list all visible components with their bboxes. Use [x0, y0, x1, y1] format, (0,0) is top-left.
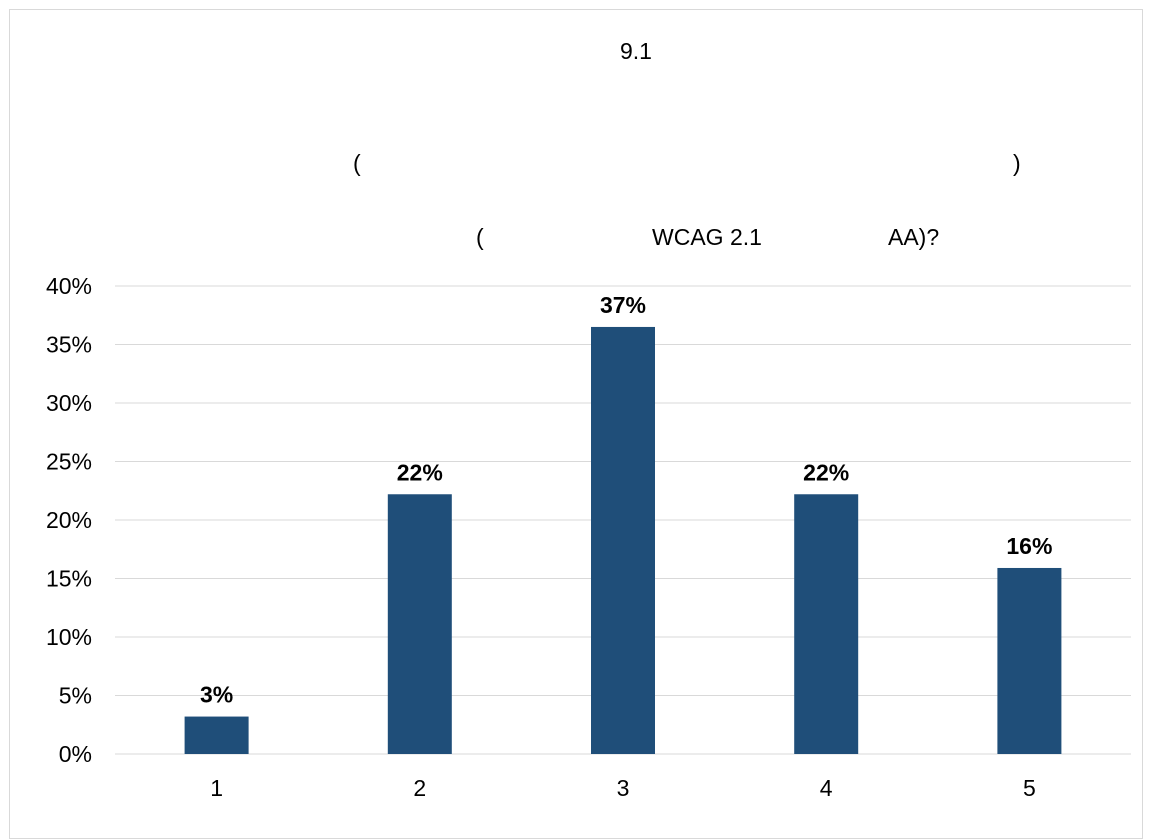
y-tick-label: 25%: [46, 449, 92, 475]
y-tick-label: 35%: [46, 332, 92, 358]
x-tick-label: 1: [210, 775, 223, 801]
y-tick-label: 10%: [46, 624, 92, 650]
bar-3: [591, 326, 655, 754]
y-tick-label: 40%: [46, 273, 92, 299]
bar-4: [794, 494, 859, 754]
chart-title-line-3: ( WCAG 2.1 AA)?: [0, 222, 1152, 252]
chart-title-line-2: ( ): [0, 148, 1152, 178]
chart-frame: [9, 9, 1143, 839]
bar-1: [184, 716, 249, 754]
y-tick-label: 0%: [59, 741, 92, 767]
data-label-1: 3%: [200, 682, 233, 708]
chart-title-level: AA)?: [888, 224, 940, 250]
x-tick-label: 2: [413, 775, 426, 801]
data-label-2: 22%: [397, 459, 443, 485]
chart-title-standard: WCAG 2.1: [652, 224, 762, 250]
y-tick-label: 5%: [59, 683, 92, 709]
x-tick-label: 3: [617, 775, 630, 801]
data-label-5: 16%: [1006, 533, 1052, 559]
bar-chart: 0% 5% 10% 15% 20% 25% 30% 35% 40% 3% 1 22% 2 37% 3 22% 4…: [46, 273, 1131, 801]
data-label-4: 22%: [803, 459, 849, 485]
bar-5: [997, 567, 1062, 754]
x-tick-label: 4: [820, 775, 833, 801]
chart-title-open-paren: (: [353, 150, 361, 176]
y-tick-label: 30%: [46, 390, 92, 416]
chart-title-line-1: 9.1: [0, 36, 1152, 66]
bar-2: [387, 494, 452, 754]
y-tick-label: 15%: [46, 566, 92, 592]
y-tick-label: 20%: [46, 507, 92, 533]
chart-title-close-paren: ): [1013, 150, 1021, 176]
x-tick-label: 5: [1023, 775, 1036, 801]
chart-title-open-paren-2: (: [476, 224, 484, 250]
chart-title-number: 9.1: [620, 38, 652, 64]
data-label-3: 37%: [600, 292, 646, 318]
